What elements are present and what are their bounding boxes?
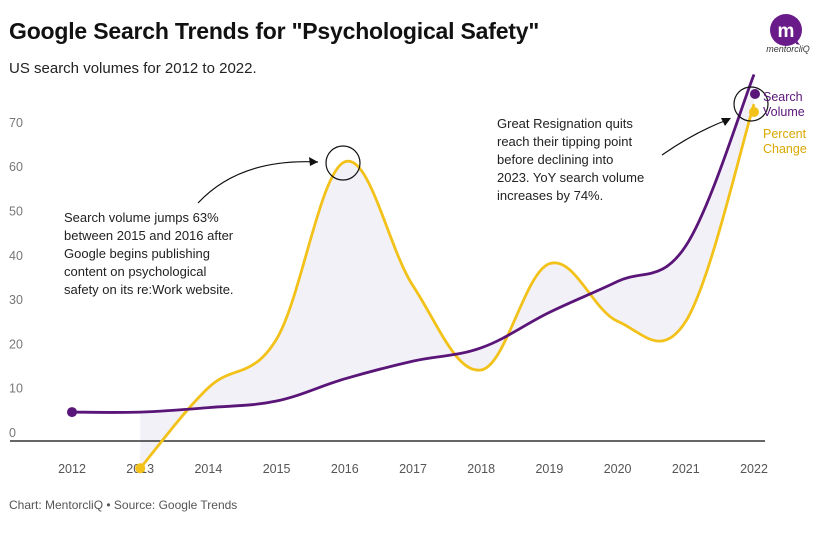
annotation-arrowhead-2016 <box>309 157 318 166</box>
svg-text:m: m <box>778 21 795 42</box>
y-tick-label: 0 <box>9 426 16 440</box>
annotation-arrow-2022 <box>661 119 728 156</box>
annotation-line: 2023. YoY search volume <box>497 170 644 185</box>
x-tick-label: 2015 <box>263 462 291 476</box>
annotation-line: Google begins publishing <box>64 246 210 261</box>
annotation-line: Great Resignation quits <box>497 116 633 131</box>
x-tick-label: 2017 <box>399 462 427 476</box>
annotation-arrow-2016 <box>197 161 319 204</box>
logo-wordmark: mentorcliQ <box>766 44 810 54</box>
y-tick-label: 50 <box>9 205 23 219</box>
y-tick-label: 40 <box>9 249 23 263</box>
x-axis-labels: 2012201320142015201620172018201920202021… <box>58 462 768 476</box>
y-tick-label: 60 <box>9 160 23 174</box>
chart-source: Chart: MentorcliQ • Source: Google Trend… <box>9 498 238 512</box>
annotation-line: content on psychological <box>64 264 206 279</box>
annotation-circle-2022 <box>733 86 769 122</box>
x-tick-label: 2022 <box>740 462 768 476</box>
legend-search-volume: Search <box>763 90 803 104</box>
legend-search-volume: Volume <box>763 105 805 119</box>
y-tick-label: 70 <box>9 116 23 130</box>
x-tick-label: 2016 <box>331 462 359 476</box>
y-tick-label: 20 <box>9 337 23 351</box>
annotation-2016: Search volume jumps 63% between 2015 and … <box>64 210 234 297</box>
y-tick-label: 30 <box>9 293 23 307</box>
x-tick-label: 2021 <box>672 462 700 476</box>
percent-change-point-2013 <box>135 463 146 474</box>
y-axis-labels: 0 10 20 30 40 50 60 70 <box>9 116 23 440</box>
annotation-line: increases by 74%. <box>497 188 603 203</box>
search-volume-point-2022 <box>750 89 760 99</box>
x-tick-label: 2012 <box>58 462 86 476</box>
annotation-line: between 2015 and 2016 after <box>64 228 234 243</box>
x-tick-label: 2014 <box>194 462 222 476</box>
chart-subtitle: US search volumes for 2012 to 2022. <box>9 60 257 77</box>
difference-area <box>140 74 754 469</box>
percent-change-line <box>139 103 756 470</box>
y-tick-label: 10 <box>9 382 23 396</box>
annotation-arrowhead-2022 <box>721 118 731 126</box>
chart-title: Google Search Trends for "Psychological … <box>9 18 540 44</box>
search-volume-point-2012 <box>67 407 77 418</box>
percent-change-point-2022 <box>749 107 759 117</box>
annotation-circle-2016 <box>325 145 361 181</box>
x-tick-label: 2019 <box>535 462 563 476</box>
x-tick-label: 2020 <box>604 462 632 476</box>
annotation-line: reach their tipping point <box>497 134 633 149</box>
annotation-2022: Great Resignation quits reach their tippi… <box>497 116 644 203</box>
annotation-line: before declining into <box>497 152 613 167</box>
x-tick-label: 2018 <box>467 462 495 476</box>
annotation-line: safety on its re:Work website. <box>64 282 234 297</box>
mentorcliq-logo: m <box>770 14 802 46</box>
legend-percent-change: Change <box>763 142 807 156</box>
search-volume-line <box>71 73 756 414</box>
legend-percent-change: Percent <box>763 127 807 141</box>
annotation-line: Search volume jumps 63% <box>64 210 219 225</box>
